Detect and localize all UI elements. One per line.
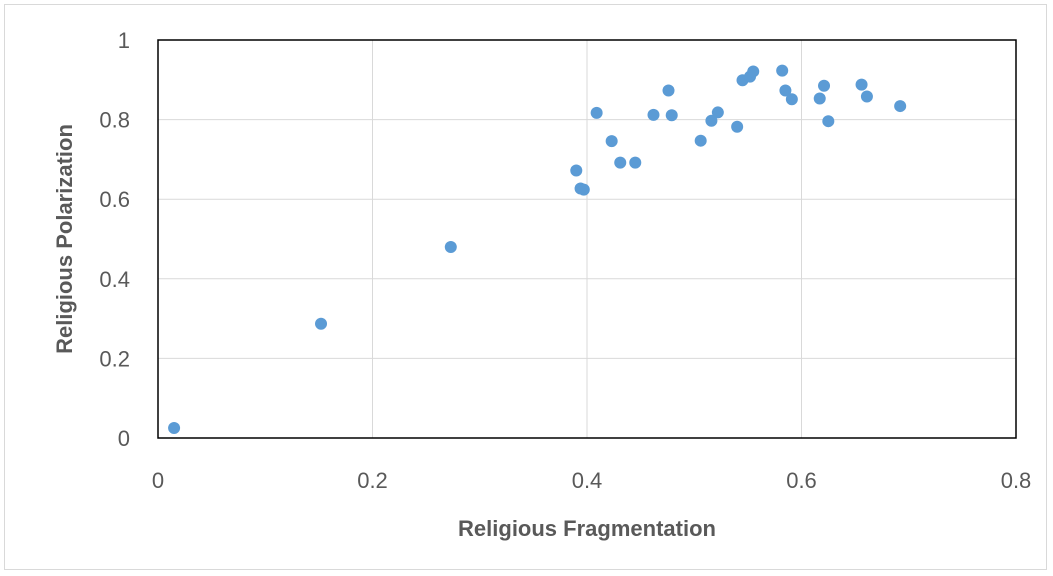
data-point <box>813 92 826 105</box>
data-point <box>444 240 457 253</box>
y-tick-label: 0.4 <box>99 267 130 292</box>
data-point <box>694 134 707 147</box>
chart-frame <box>4 4 1047 570</box>
data-point <box>855 78 868 91</box>
data-point <box>315 317 328 330</box>
y-tick-label: 1 <box>118 28 130 53</box>
data-point <box>747 65 760 78</box>
data-point <box>614 156 627 169</box>
data-point <box>570 164 583 177</box>
gridlines <box>157 39 1017 439</box>
x-tick-label: 0.6 <box>786 468 817 493</box>
x-tick-label: 0 <box>152 468 164 493</box>
data-point <box>894 100 907 113</box>
data-point <box>647 108 660 121</box>
y-tick-labels: 0 0.2 0.4 0.6 0.8 1 <box>99 28 130 451</box>
data-point <box>779 84 792 97</box>
data-point <box>731 120 744 133</box>
y-tick-label: 0 <box>118 426 130 451</box>
plot-area-border <box>157 39 1017 439</box>
data-point <box>665 109 678 122</box>
data-point <box>776 64 789 77</box>
data-point <box>818 79 831 92</box>
y-tick-label: 0.8 <box>99 108 130 133</box>
data-point <box>822 115 835 128</box>
y-tick-label: 0.2 <box>99 346 130 371</box>
data-point <box>605 135 618 148</box>
data-point <box>662 84 675 97</box>
data-point <box>860 90 873 103</box>
data-point <box>590 106 603 119</box>
x-tick-labels: 0 0.2 0.4 0.6 0.8 <box>152 468 1031 493</box>
data-point <box>168 422 181 435</box>
y-axis-title: Religious Polarization <box>52 124 77 354</box>
data-points <box>168 64 907 435</box>
x-axis-title: Religious Fragmentation <box>458 516 716 541</box>
y-tick-label: 0.6 <box>99 187 130 212</box>
x-tick-label: 0.2 <box>357 468 388 493</box>
data-point <box>629 156 642 169</box>
data-point <box>705 114 718 127</box>
x-tick-label: 0.4 <box>572 468 603 493</box>
data-point <box>785 93 798 106</box>
data-point <box>711 106 724 119</box>
data-point <box>577 183 590 196</box>
x-tick-label: 0.8 <box>1001 468 1032 493</box>
